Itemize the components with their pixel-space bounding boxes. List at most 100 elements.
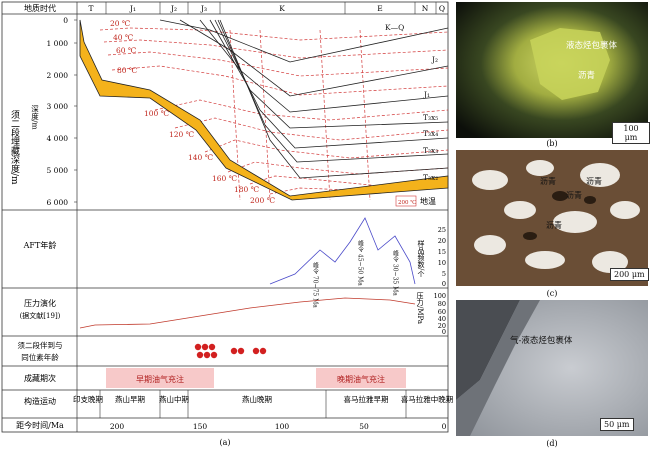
depth-tick-6: 6 000 (47, 198, 69, 207)
photo-c-label-4: 沥青 (546, 220, 562, 230)
legend-text: 地温 (420, 196, 436, 206)
aft-tick-0: 0 (442, 280, 446, 288)
temp-20: 20 ℃ (110, 19, 130, 28)
period-K: K (279, 4, 285, 13)
tectonic-0: 印支晚期 (73, 394, 103, 404)
photo-b-label-2: 沥青 (578, 70, 595, 81)
aft-tick-15: 15 (438, 248, 446, 256)
panel-c: 沥青 沥青 沥青 沥青 (c) (456, 150, 648, 298)
temp-80: 80 ℃ (117, 66, 137, 75)
aft-peak-3: 峰令 30~35 Ma (392, 249, 399, 296)
strata-curves (159, 19, 449, 179)
photo-d-label-1: 气-液态烃包裹体 (510, 335, 573, 346)
time-title: 距今时间/Ma (16, 420, 64, 430)
inclusion-dots (194, 343, 267, 359)
pressure-axis: 压力/MPa (416, 292, 424, 324)
charge-late: 晚期油气充注 (337, 374, 385, 384)
aft-peak-1: 峰令 70~75 Ma (312, 261, 319, 308)
photo-c-label-1: 沥青 (540, 176, 556, 186)
tectonic-title: 构造运动 (24, 396, 56, 406)
depth-tick-5: 5 000 (47, 166, 69, 175)
pressure-tick-20: 20 (438, 322, 446, 330)
aft-curve (269, 217, 416, 285)
inclusion-title-2: 同位素年龄 (21, 352, 59, 362)
temp-180: 180 ℃ (234, 185, 259, 194)
tectonic-2: 燕山中期 (159, 394, 189, 404)
caption-a: (a) (219, 438, 230, 447)
period-J1: J₁ (129, 4, 136, 13)
pressure-tick-80: 80 (438, 300, 446, 308)
period-J2: J₂ (170, 4, 177, 13)
strata-T3x3: T₃x₃ (423, 146, 438, 155)
depth-tick-4: 4 000 (47, 134, 69, 143)
depth-axis-title: 须二段埋藏深度/m (9, 110, 20, 185)
photo-b-label-1: 液态烃包裹体 (566, 40, 618, 51)
period-Q: Q (439, 4, 445, 13)
strata-T3x5: T₃x₅ (423, 113, 438, 122)
aft-tick-10: 10 (438, 259, 446, 267)
depth-tick-3: 3 000 (47, 102, 69, 111)
pressure-curve (79, 297, 416, 329)
charge-late-band (316, 368, 406, 388)
photo-b-scale: 100 μm (612, 122, 650, 144)
temp-160: 160 ℃ (212, 174, 237, 183)
tectonic-1: 燕山早期 (115, 394, 145, 404)
tectonic-5: 喜马拉雅中晚期 (401, 394, 454, 404)
charge-early: 早期油气充注 (136, 374, 184, 384)
panel-b: 液态烃包裹体 沥青 (b) (456, 2, 648, 148)
time-0: 0 (442, 422, 447, 431)
inclusion-title: 须二段伴到与 (18, 340, 63, 350)
caption-b: (b) (546, 139, 557, 148)
strata-J1: J₁ (423, 90, 430, 99)
temp-40: 40 ℃ (113, 33, 133, 42)
time-50: 50 (359, 422, 369, 431)
period-J3: J₃ (200, 4, 207, 13)
photo-c-label-3: 沥青 (586, 176, 602, 186)
pressure-sub: (据文献[19]) (20, 311, 61, 320)
temp-140: 140 ℃ (188, 153, 213, 162)
depth-sub-title: 深度/m (30, 105, 39, 130)
charge-early-band (106, 368, 214, 388)
aft-tick-25: 25 (438, 226, 446, 234)
photo-d-scale: 50 μm (600, 418, 634, 431)
panel-d: 气-液态烃包裹体 (d) (456, 300, 648, 448)
strata-T3x2: T₃x₂ (423, 173, 438, 182)
time-100: 100 (275, 422, 290, 431)
aft-title: AFT年龄 (23, 240, 57, 250)
tectonic-4: 喜马拉雅早期 (344, 394, 389, 404)
depth-tick-2: 2 000 (47, 71, 69, 80)
depth-tick-0: 0 (63, 16, 68, 25)
strata-KQ: K—Q (385, 23, 404, 32)
period-E: E (377, 4, 382, 13)
temp-100: 100 ℃ (144, 109, 169, 118)
pressure-title: 压力演化 (24, 298, 56, 308)
legend-temp: 200 ℃ (398, 199, 416, 206)
aft-tick-5: 5 (442, 270, 446, 278)
caption-c: (c) (547, 289, 558, 298)
aft-tick-20: 20 (438, 237, 446, 245)
reservoir-band (79, 19, 449, 201)
strata-J2: J₂ (431, 55, 438, 64)
pressure-tick-60: 60 (438, 308, 446, 316)
time-200: 200 (110, 422, 125, 431)
aft-peak-2: 峰令 45~50 Ma (357, 239, 364, 286)
temp-60: 60 ℃ (116, 46, 136, 55)
aft-axis: 样品频数/个 (417, 239, 425, 277)
pressure-tick-40: 40 (438, 315, 446, 323)
depth-tick-1: 1 000 (47, 39, 69, 48)
time-150: 150 (193, 422, 208, 431)
charge-title: 成藏期次 (24, 373, 56, 383)
temp-200: 200 ℃ (250, 196, 275, 205)
period-T: T (88, 4, 93, 13)
period-N: N (422, 4, 429, 13)
temp-120: 120 ℃ (169, 130, 194, 139)
strata-T3x4: T₃x₄ (423, 129, 438, 138)
pressure-tick-0: 0 (442, 328, 446, 336)
photo-c-label-2: 沥青 (566, 190, 582, 200)
photo-c-scale: 200 μm (610, 268, 649, 281)
pressure-tick-100: 100 (434, 292, 446, 300)
tectonic-3: 燕山晚期 (242, 394, 272, 404)
legend-swatch (395, 195, 417, 207)
panel-a: 地质时代 T J₁ J₂ J₃ K E N Q 须二段埋藏深度/m 深度/m 0… (1, 1, 454, 447)
